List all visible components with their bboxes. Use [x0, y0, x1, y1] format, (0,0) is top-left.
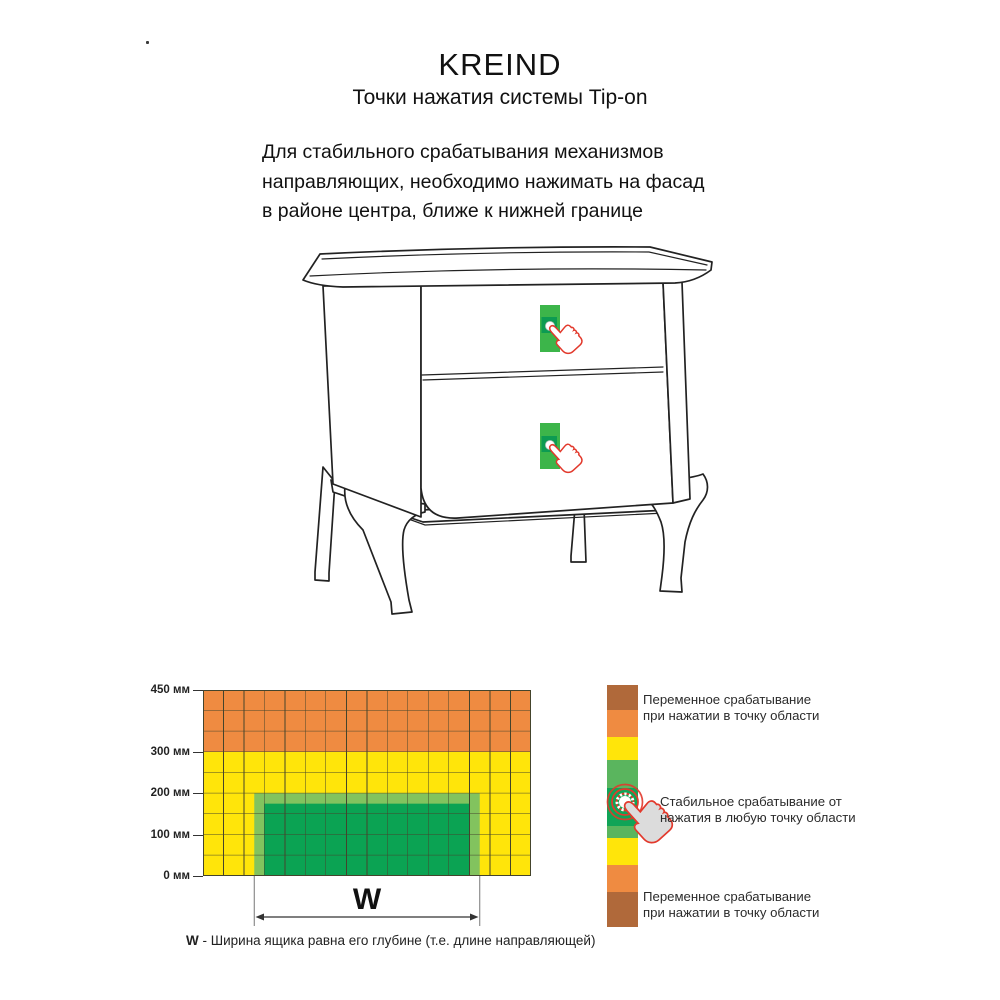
legend-note-stable: Стабильное срабатывание от нажатия в люб…	[660, 794, 856, 825]
nightstand-svg	[302, 246, 713, 615]
nightstand-illustration	[265, 242, 715, 627]
drawer-front-face	[420, 281, 674, 519]
legend-note-variable-bottom: Переменное срабатывание при нажатии в то…	[643, 889, 820, 920]
drawer-divider-line2	[422, 371, 664, 381]
axis-tick	[193, 875, 203, 877]
legend-seg-brown-top	[607, 685, 638, 710]
axis-tick	[193, 834, 203, 836]
top-molding-line2	[309, 268, 707, 277]
press-zone-chart	[203, 690, 531, 876]
press-point-bottom-drawer	[540, 423, 586, 477]
width-caption: W - Ширина ящика равна его глубине (т.е.…	[186, 933, 596, 948]
width-dimension-svg: W	[253, 876, 481, 926]
legend-seg-orange-top	[607, 710, 638, 737]
arrowhead-left	[255, 913, 264, 921]
grid-border	[203, 690, 531, 876]
axis-tick	[193, 689, 203, 691]
side-panel	[322, 283, 422, 518]
zone-grid-svg	[203, 690, 531, 876]
arrowhead-right	[470, 913, 479, 921]
axis-label-0: 0 мм	[135, 868, 203, 884]
press-point-top-drawer	[540, 305, 586, 358]
axis-label-300: 300 мм	[135, 744, 203, 760]
width-label: W	[353, 883, 382, 916]
legend-seg-yellow-bottom	[607, 838, 638, 865]
back-right-leg	[570, 507, 587, 563]
press-ripple-rings	[606, 783, 644, 821]
press-gesture-icon	[597, 775, 675, 871]
axis-label-200: 200 мм	[135, 785, 203, 801]
stray-mark	[146, 41, 149, 44]
width-dimension: W	[203, 876, 531, 934]
axis-tick	[193, 792, 203, 794]
legend-note-variable-top: Переменное срабатывание при нажатии в то…	[643, 692, 820, 723]
legend-seg-brown-bottom	[607, 892, 638, 927]
legend-seg-yellow-top	[607, 737, 638, 760]
press-gesture-svg	[606, 783, 675, 848]
table-top	[302, 246, 713, 288]
page-title: KREIND	[438, 47, 562, 82]
top-molding-line	[321, 251, 708, 266]
intro-paragraph: Для стабильного срабатывания механизмов …	[262, 141, 705, 222]
drawer-divider-line	[421, 366, 664, 376]
axis-label-100: 100 мм	[135, 827, 203, 843]
legend-seg-orange-bottom	[607, 865, 638, 892]
press-flash-spikes	[615, 792, 635, 812]
apron-inner-line	[338, 493, 666, 526]
axis-tick	[193, 751, 203, 753]
page-subtitle: Точки нажатия системы Tip-on	[352, 86, 648, 109]
axis-label-450: 450 мм	[135, 682, 203, 698]
grid-lines	[203, 690, 531, 876]
